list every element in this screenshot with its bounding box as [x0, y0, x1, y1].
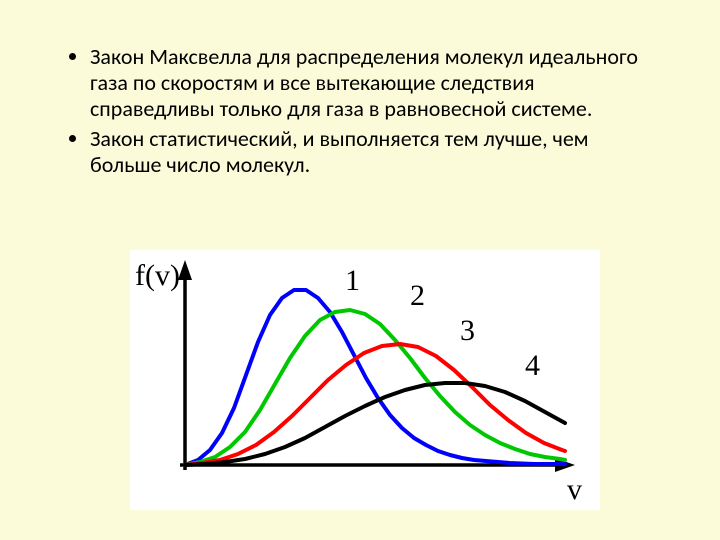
- y-axis-label: f(v): [135, 259, 180, 292]
- maxwell-distribution-chart: 1 2 3 4 f(v) v: [130, 250, 600, 510]
- chart-svg: 1 2 3 4 f(v) v: [130, 250, 600, 510]
- x-axis-label: v: [567, 473, 582, 506]
- curve-label-1: 1: [345, 264, 360, 297]
- curve-label-3: 3: [460, 314, 475, 347]
- bullet-list: Закон Максвелла для распределения молеку…: [70, 44, 650, 178]
- bullet-item: Закон Максвелла для распределения молеку…: [90, 44, 650, 122]
- curve-label-4: 4: [525, 349, 540, 382]
- bullet-item: Закон статистический, и выполняется тем …: [90, 126, 650, 178]
- curve-label-2: 2: [410, 279, 425, 312]
